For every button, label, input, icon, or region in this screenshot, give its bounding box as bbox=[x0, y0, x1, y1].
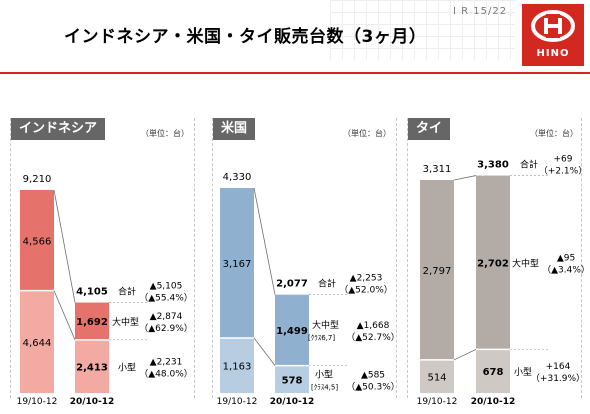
logo-text: HINO bbox=[536, 48, 570, 59]
bar-heavy-us-1 bbox=[275, 294, 309, 366]
light-label-new-indonesia: 2,413 bbox=[76, 362, 108, 373]
annotation-change-us-0: ▲2,253 bbox=[350, 274, 383, 284]
annotation-pct-us-0: （▲52.0%） bbox=[339, 285, 393, 296]
annotation-label-us-1: 大中型 bbox=[312, 319, 339, 331]
connector-mid-indonesia bbox=[53, 290, 76, 340]
connector-top-us bbox=[253, 187, 276, 295]
total-label-old-thailand: 3,311 bbox=[423, 164, 452, 175]
total-label-new-thailand: 3,380 bbox=[477, 160, 509, 171]
annotation-sub-us-2: [ｸﾗｽ4,5] bbox=[311, 383, 338, 391]
light-label-old-indonesia: 4,644 bbox=[23, 338, 52, 349]
light-label-old-thailand: 514 bbox=[427, 372, 446, 383]
connector-top-indonesia bbox=[53, 189, 76, 303]
panel-title: 米国 bbox=[213, 118, 256, 140]
annotation-change-thailand-2: +164 bbox=[546, 362, 571, 372]
annotation-label-us-0: 合計 bbox=[318, 278, 336, 290]
x-tick-new-thailand: 20/10-12 bbox=[471, 397, 516, 407]
annotation-pct-thailand-2: （+31.9%） bbox=[531, 373, 585, 384]
bar-heavy-indonesia-1 bbox=[75, 302, 109, 340]
connector-mid-thailand bbox=[453, 349, 477, 361]
annotation-label-indonesia-0: 合計 bbox=[118, 286, 136, 298]
heavy-label-new-us: 1,499 bbox=[276, 326, 308, 337]
x-tick-new-indonesia: 20/10-12 bbox=[70, 397, 115, 407]
annotation-pct-thailand-1: （▲3.4%） bbox=[542, 264, 590, 275]
heavy-label-old-indonesia: 4,566 bbox=[23, 236, 52, 247]
heavy-label-old-thailand: 2,797 bbox=[423, 266, 452, 277]
annotation-label-thailand-2: 小型 bbox=[514, 367, 532, 378]
panel-us: 米国 （単位：台） bbox=[212, 118, 397, 398]
header-rule bbox=[0, 72, 590, 74]
bar-heavy-thailand-1 bbox=[476, 175, 510, 350]
annotation-pct-indonesia-2: （▲48.0%） bbox=[139, 368, 193, 379]
annotation-change-thailand-1: ▲95 bbox=[557, 253, 575, 263]
annotation-label-thailand-0: 合計 bbox=[520, 159, 538, 171]
annotation-change-us-1: ▲1,668 bbox=[357, 321, 390, 331]
bar-light-us-1 bbox=[275, 365, 309, 393]
annotation-label-indonesia-2: 小型 bbox=[118, 362, 136, 373]
annotation-change-thailand-0: +69 bbox=[554, 155, 573, 165]
header: I R 15/22 インドネシア・米国・タイ販売台数（3ヶ月） HINO bbox=[0, 0, 590, 75]
annotation-pct-thailand-0: （+2.1%） bbox=[539, 166, 587, 177]
bar-light-thailand-0 bbox=[420, 359, 454, 393]
panel-indonesia: インドネシア （単位：台） bbox=[10, 118, 195, 398]
annotation-pct-us-2: （▲50.3%） bbox=[346, 381, 400, 392]
heavy-label-new-indonesia: 1,692 bbox=[76, 317, 108, 328]
annotation-change-indonesia-1: ▲2,874 bbox=[150, 312, 183, 322]
page-number: I R 15/22 bbox=[453, 6, 508, 17]
total-label-old-indonesia: 9,210 bbox=[23, 174, 52, 185]
annotation-label-indonesia-1: 大中型 bbox=[112, 316, 139, 328]
bar-light-indonesia-1 bbox=[75, 339, 109, 393]
bar-light-indonesia-0 bbox=[20, 290, 54, 393]
annotation-sub-us-1: [ｸﾗｽ6,7] bbox=[308, 334, 335, 342]
connector-mid-us bbox=[253, 337, 276, 366]
light-label-new-thailand: 678 bbox=[483, 367, 504, 378]
hino-logo: HINO bbox=[522, 4, 584, 66]
annotation-label-thailand-1: 大中型 bbox=[512, 257, 539, 269]
header-grid-decoration bbox=[330, 0, 515, 60]
unit-label: （単位：台） bbox=[343, 129, 391, 138]
light-label-new-us: 578 bbox=[282, 375, 303, 386]
heavy-label-new-thailand: 2,702 bbox=[477, 258, 509, 269]
heavy-label-old-us: 3,167 bbox=[223, 259, 252, 270]
bar-heavy-us-0 bbox=[220, 188, 254, 338]
bar-light-us-0 bbox=[220, 337, 254, 393]
panel-title: インドネシア bbox=[11, 118, 106, 140]
x-tick-old-thailand: 19/10-12 bbox=[417, 397, 458, 407]
annotation-label-us-2: 小型 bbox=[315, 369, 333, 380]
annotation-pct-us-1: （▲52.7%） bbox=[346, 332, 400, 343]
unit-label: （単位：台） bbox=[530, 129, 578, 138]
total-label-new-indonesia: 4,105 bbox=[76, 287, 108, 298]
x-tick-new-us: 20/10-12 bbox=[270, 397, 315, 407]
page-title: インドネシア・米国・タイ販売台数（3ヶ月） bbox=[64, 27, 427, 47]
annotation-change-indonesia-0: ▲5,105 bbox=[150, 282, 183, 292]
connector-top-thailand bbox=[453, 175, 477, 181]
panel-thailand: タイ （単位：台） bbox=[407, 118, 582, 398]
total-label-old-us: 4,330 bbox=[223, 172, 252, 183]
annotation-change-indonesia-2: ▲2,231 bbox=[150, 357, 183, 367]
annotation-change-us-2: ▲585 bbox=[361, 370, 385, 380]
x-tick-old-indonesia: 19/10-12 bbox=[17, 397, 58, 407]
annotation-pct-indonesia-0: （▲55.4%） bbox=[139, 293, 193, 304]
unit-label: （単位：台） bbox=[141, 129, 189, 138]
panel-title: タイ bbox=[408, 118, 451, 140]
light-label-old-us: 1,163 bbox=[223, 361, 252, 372]
bar-light-thailand-1 bbox=[476, 349, 510, 393]
total-label-new-us: 2,077 bbox=[276, 279, 308, 290]
bar-heavy-indonesia-0 bbox=[20, 190, 54, 291]
annotation-pct-indonesia-1: （▲62.9%） bbox=[139, 323, 193, 334]
hino-logo-mark-icon bbox=[531, 10, 575, 42]
bar-heavy-thailand-0 bbox=[420, 180, 454, 360]
x-tick-old-us: 19/10-12 bbox=[217, 397, 258, 407]
